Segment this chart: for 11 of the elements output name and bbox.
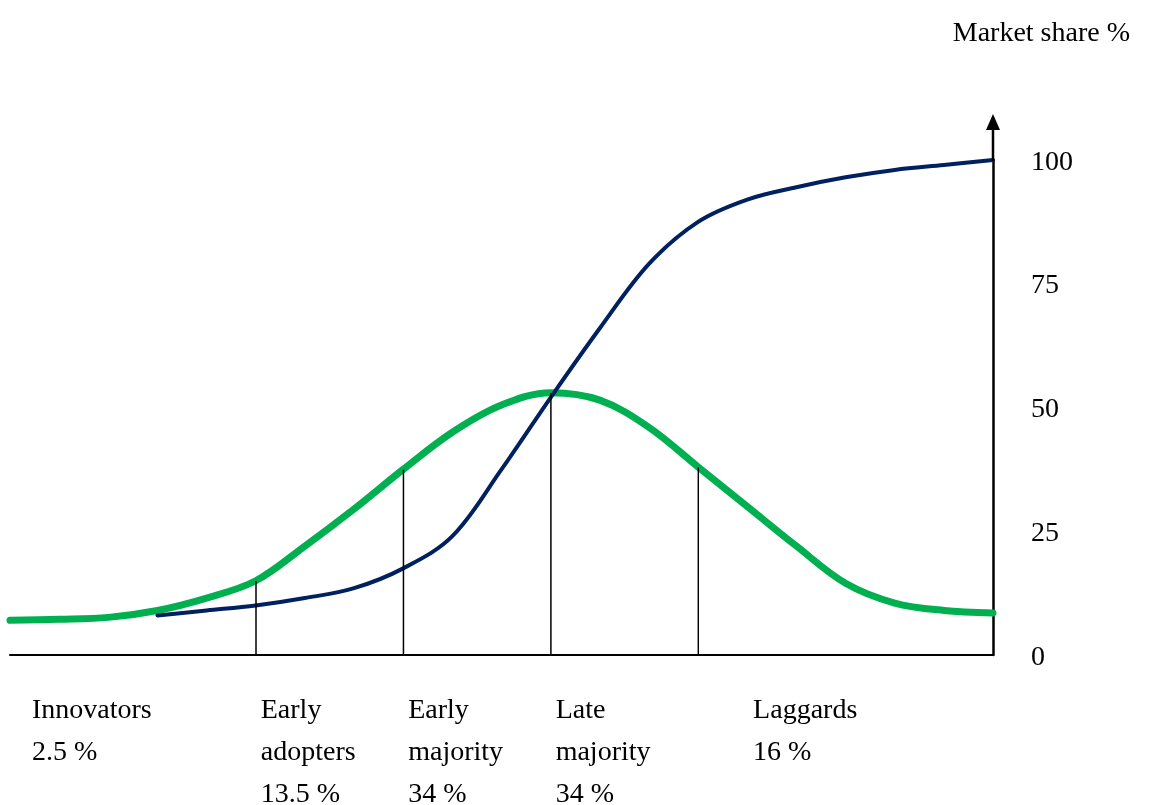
text: Early adopters 13.5 % (260, 692, 356, 805)
y-tick-label: 0 (1031, 639, 1045, 671)
y-axis-title: Market share % (952, 15, 1130, 47)
text: Innovators 2.5 % (32, 692, 152, 766)
y-tick-label: 25 (1031, 515, 1059, 547)
y-tick-label: 50 (1031, 392, 1059, 423)
text: Early majority 34 % (408, 692, 504, 805)
text: Laggards 16 % (753, 692, 858, 766)
text: Late majority 34 % (555, 692, 651, 805)
y-tick-label: 100 (1031, 144, 1073, 176)
y-tick-label: 75 (1031, 268, 1059, 300)
